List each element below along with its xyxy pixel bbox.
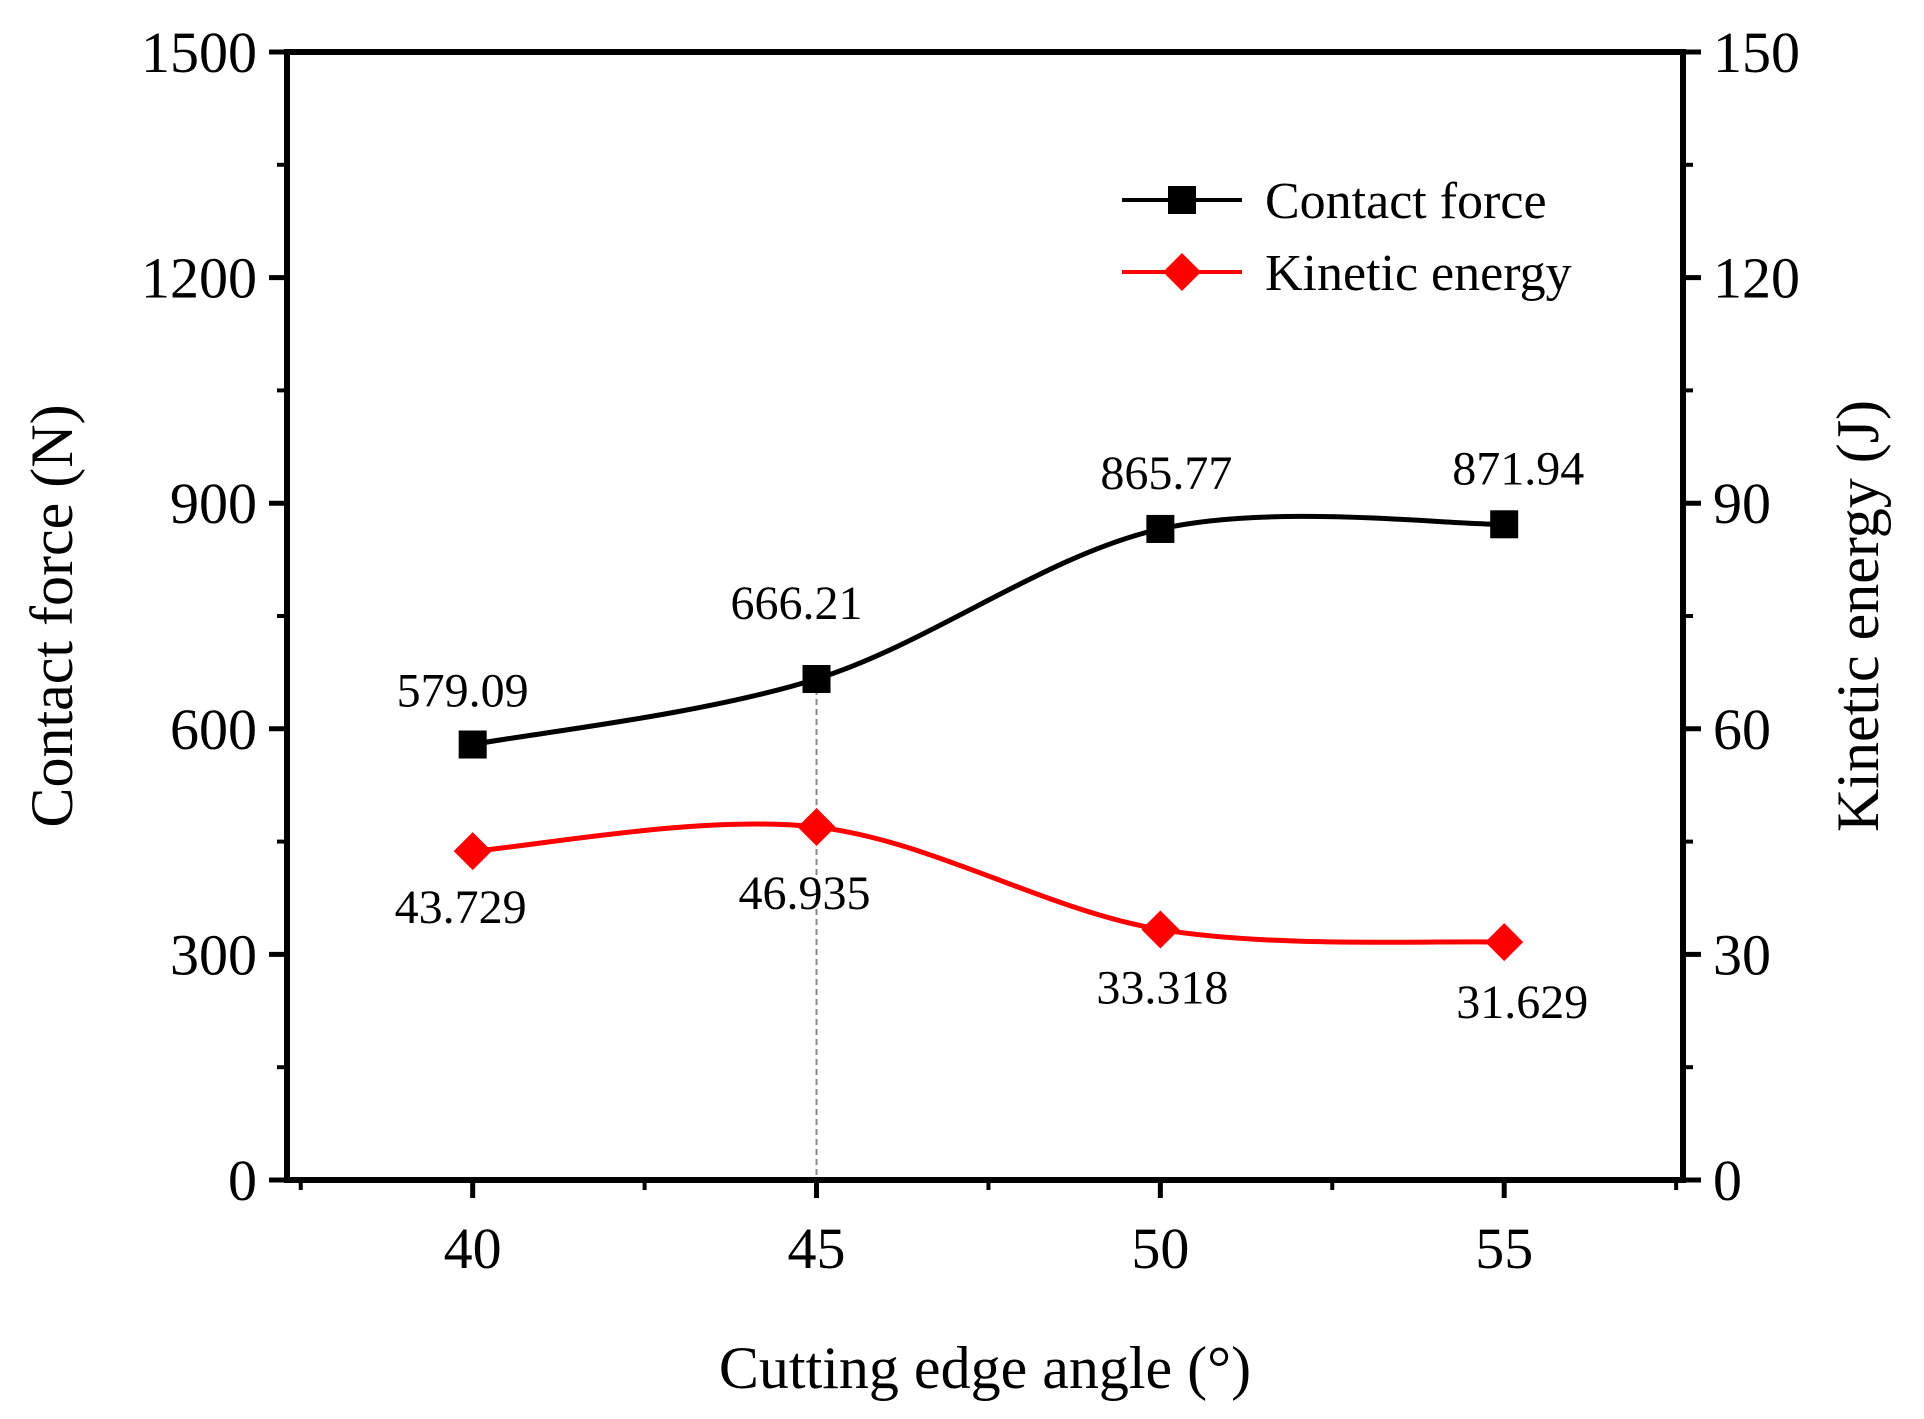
legend: Contact force Kinetic energy: [1122, 173, 1572, 302]
y-right-tick-label: 60: [1713, 697, 1771, 762]
data-label-contact-force: 871.94: [1452, 442, 1584, 495]
y-axis-right-label: Kinetic energy (J): [1825, 400, 1891, 832]
axis-layer: 0 300 600 900 1200 1500 0 30 60 90 120 150 40 45 50 55: [141, 20, 1800, 1281]
y-right-tick-label: 30: [1713, 922, 1771, 987]
series-layer: 579.09 666.21 865.77 871.94 43.729 46.935 33.3…: [395, 442, 1589, 1029]
data-point-contact-force: [458, 730, 487, 759]
data-label-contact-force: 579.09: [397, 665, 529, 718]
data-label-contact-force: 666.21: [731, 577, 863, 630]
data-label-kinetic-energy: 43.729: [395, 881, 527, 934]
data-point-kinetic-energy: [1485, 923, 1524, 962]
data-point-kinetic-energy: [1141, 910, 1180, 949]
y-left-tick-label: 0: [228, 1148, 257, 1213]
y-left-tick-label: 600: [170, 697, 257, 762]
data-point-contact-force: [802, 665, 831, 694]
data-point-contact-force: [1490, 510, 1519, 539]
data-point-contact-force: [1146, 514, 1175, 543]
y-axis-left-label: Contact force (N): [19, 404, 85, 827]
x-tick-label: 55: [1475, 1216, 1533, 1281]
x-tick-label: 50: [1131, 1216, 1189, 1281]
x-axis-label: Cutting edge angle (°): [719, 1335, 1251, 1401]
y-left-tick-label: 900: [170, 471, 257, 536]
x-tick-label: 40: [444, 1216, 502, 1281]
data-label-contact-force: 865.77: [1100, 447, 1232, 500]
y-left-tick-label: 1200: [141, 246, 257, 311]
x-tick-label: 45: [788, 1216, 846, 1281]
legend-label-contact-force: Contact force: [1265, 173, 1547, 230]
y-left-tick-label: 300: [170, 922, 257, 987]
legend-label-kinetic-energy: Kinetic energy: [1265, 245, 1572, 302]
data-label-kinetic-energy: 33.318: [1096, 961, 1228, 1014]
data-label-kinetic-energy: 31.629: [1456, 976, 1588, 1029]
y-right-tick-label: 0: [1713, 1148, 1742, 1213]
data-label-kinetic-energy: 46.935: [739, 867, 871, 920]
legend-marker-contact-force: [1168, 186, 1196, 214]
legend-marker-kinetic-energy: [1163, 253, 1201, 291]
y-right-tick-label: 150: [1713, 20, 1800, 85]
series-line-contact-force: [472, 513, 1505, 747]
data-point-kinetic-energy: [453, 832, 492, 871]
series-line-kinetic-energy: [472, 821, 1505, 945]
y-right-tick-label: 90: [1713, 471, 1771, 536]
y-left-tick-label: 1500: [141, 20, 257, 85]
y-right-tick-label: 120: [1713, 246, 1800, 311]
data-point-kinetic-energy: [797, 808, 836, 847]
